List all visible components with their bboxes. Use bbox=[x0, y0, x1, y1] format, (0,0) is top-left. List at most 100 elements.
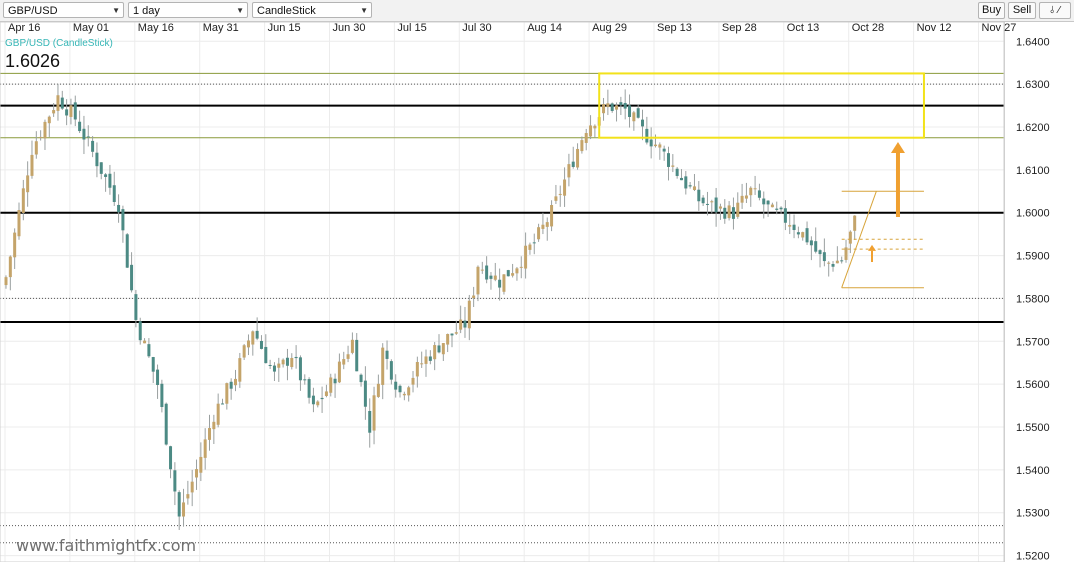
candle-up bbox=[30, 154, 34, 176]
candle-down bbox=[705, 203, 709, 205]
candle-up bbox=[143, 340, 147, 344]
candle-down bbox=[498, 279, 502, 288]
candle-down bbox=[814, 241, 818, 252]
candle-down bbox=[792, 224, 796, 231]
candle-up bbox=[56, 95, 60, 111]
candle-up bbox=[515, 268, 519, 274]
candle-up bbox=[225, 383, 229, 404]
dropdown-arrow-icon: ▼ bbox=[360, 6, 368, 15]
chart-type-select[interactable]: CandleStick ▼ bbox=[252, 2, 372, 18]
timeframe-select[interactable]: 1 day ▼ bbox=[128, 2, 248, 18]
candle-up bbox=[182, 502, 186, 517]
candle-down bbox=[65, 109, 69, 116]
candle-down bbox=[147, 344, 151, 357]
series-label: GBP/USD (CandleStick) bbox=[5, 38, 113, 49]
candle-down bbox=[714, 197, 718, 213]
candle-up bbox=[407, 387, 411, 396]
candle-down bbox=[164, 403, 168, 445]
candle-up bbox=[233, 378, 237, 386]
candle-up bbox=[281, 359, 285, 365]
price-tick-label: 1.5800 bbox=[1016, 293, 1050, 305]
candle-down bbox=[134, 294, 138, 320]
candle-up bbox=[848, 231, 852, 244]
candle-down bbox=[437, 345, 441, 353]
candle-down bbox=[701, 197, 705, 204]
candle-up bbox=[770, 204, 774, 208]
candle-up bbox=[39, 136, 43, 138]
chart-annotations bbox=[598, 72, 925, 289]
candle-down bbox=[645, 128, 649, 143]
candle-down bbox=[679, 177, 683, 181]
candle-down bbox=[623, 102, 627, 109]
candle-up bbox=[727, 205, 731, 219]
horizontal-levels bbox=[0, 72, 1004, 544]
candle-up bbox=[511, 273, 515, 276]
candle-down bbox=[428, 356, 432, 361]
candle-up bbox=[69, 105, 73, 117]
candle-down bbox=[112, 185, 116, 202]
candle-down bbox=[272, 365, 276, 372]
candle-up bbox=[558, 193, 562, 195]
time-tick-label: Oct 28 bbox=[852, 22, 884, 34]
candle-up bbox=[541, 224, 545, 229]
timeframe-value: 1 day bbox=[133, 5, 160, 17]
candle-down bbox=[840, 260, 844, 262]
candle-up bbox=[346, 354, 350, 359]
candle-down bbox=[78, 121, 82, 132]
time-tick-label: May 31 bbox=[203, 22, 239, 34]
candle-down bbox=[675, 168, 679, 176]
time-tick-label: Apr 16 bbox=[8, 22, 40, 34]
price-axis: 1.6400 1.6300 1.6200 1.6100 1.6000 1.5900 1.58… bbox=[1016, 36, 1050, 562]
candle-up bbox=[411, 377, 415, 385]
candle-up bbox=[13, 232, 17, 258]
candle-down bbox=[796, 232, 800, 235]
resistance-zone-box bbox=[598, 72, 925, 139]
price-tick-label: 1.6100 bbox=[1016, 165, 1050, 177]
candle-down bbox=[641, 119, 645, 127]
time-tick-label: May 01 bbox=[73, 22, 109, 34]
candle-down bbox=[757, 190, 761, 198]
candle-up bbox=[788, 225, 792, 227]
chart-toolbar: GBP/USD ▼ 1 day ▼ CandleStick ▼ Buy Sell… bbox=[0, 0, 1074, 22]
candle-up bbox=[195, 469, 199, 478]
candle-up bbox=[251, 331, 255, 345]
candle-down bbox=[125, 234, 129, 268]
candle-up bbox=[844, 247, 848, 260]
candle-down bbox=[662, 148, 666, 152]
candle-down bbox=[628, 105, 632, 117]
dropdown-arrow-icon: ▼ bbox=[112, 6, 120, 15]
candle-down bbox=[684, 176, 688, 189]
sell-button[interactable]: Sell bbox=[1008, 2, 1036, 19]
candle-up bbox=[632, 112, 636, 122]
time-tick-label: Jun 15 bbox=[268, 22, 301, 34]
candle-up bbox=[415, 362, 419, 377]
candle-up bbox=[52, 110, 56, 114]
candle-down bbox=[99, 162, 103, 174]
candle-up bbox=[186, 494, 190, 499]
price-tick-label: 1.5200 bbox=[1016, 551, 1050, 562]
candle-down bbox=[307, 379, 311, 398]
buy-button[interactable]: Buy bbox=[978, 2, 1005, 19]
candle-down bbox=[818, 250, 822, 255]
candle-up bbox=[853, 215, 857, 231]
candle-down bbox=[333, 378, 337, 384]
time-tick-label: Nov 27 bbox=[982, 22, 1017, 34]
candle-down bbox=[91, 140, 95, 152]
draw-tool-icon: ⁄ bbox=[1058, 5, 1061, 16]
candle-down bbox=[160, 383, 164, 407]
price-chart[interactable]: Apr 16 May 01 May 16 May 31 Jun 15 Jun 30 Jul … bbox=[0, 22, 1074, 562]
chart-tools-button[interactable]: ⫰ ⁄ bbox=[1039, 2, 1071, 19]
price-tick-label: 1.5700 bbox=[1016, 336, 1050, 348]
candle-up bbox=[801, 232, 805, 238]
candle-down bbox=[649, 139, 653, 147]
time-tick-label: Jun 30 bbox=[333, 22, 366, 34]
wedge-trend-line bbox=[841, 191, 877, 288]
candle-up bbox=[199, 456, 203, 473]
candle-up bbox=[658, 144, 662, 148]
candle-down bbox=[532, 242, 536, 244]
candle-down bbox=[506, 270, 510, 277]
candle-up bbox=[718, 206, 722, 209]
symbol-select[interactable]: GBP/USD ▼ bbox=[3, 2, 124, 18]
time-axis: Apr 16 May 01 May 16 May 31 Jun 15 Jun 30 Jul … bbox=[8, 22, 1016, 34]
plot-area-border bbox=[0, 22, 1005, 562]
